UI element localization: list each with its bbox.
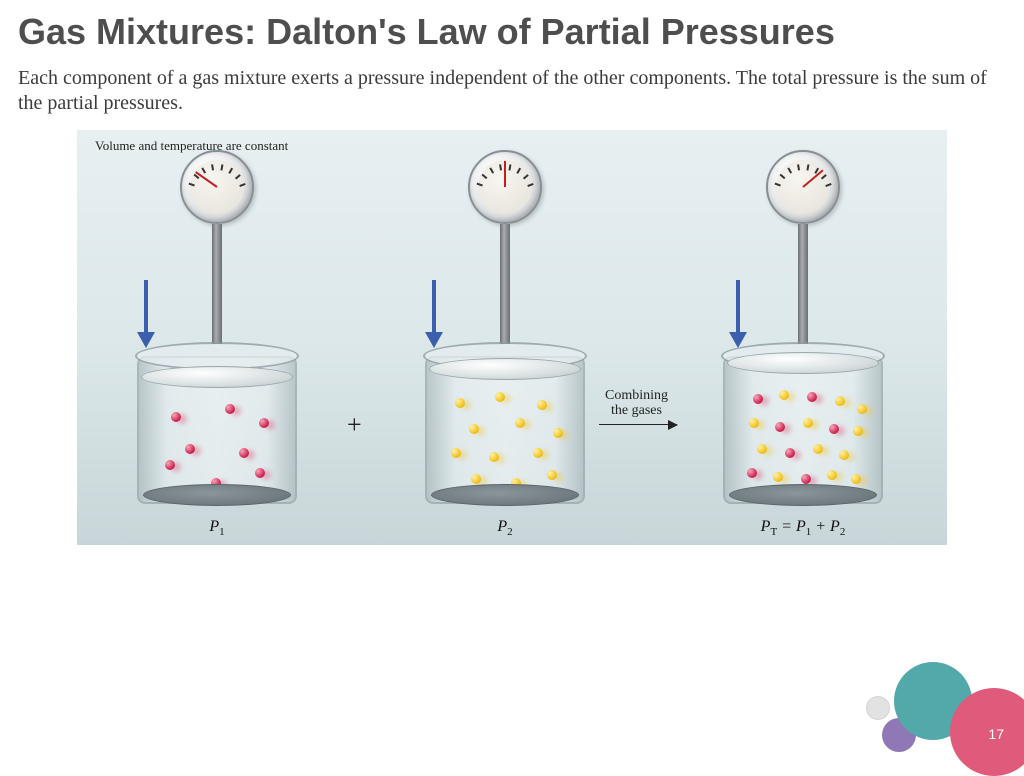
gas-particle-red [165,460,175,470]
piston [727,352,879,374]
gas-particle-yellow [533,448,543,458]
gas-particle-red [185,444,195,454]
piston-rod [798,224,808,344]
pressure-arrow-icon [137,280,155,350]
gas-cylinder [425,348,585,508]
gas-particle-yellow [515,418,525,428]
gas-particle-yellow [495,392,505,402]
combining-arrow-icon [599,424,677,426]
pressure-gauge-icon [766,150,840,224]
gas-particle-yellow [455,398,465,408]
gas-particle-red [225,404,235,414]
gas-particle-yellow [757,444,767,454]
gas-particle-red [775,422,785,432]
gas-particle-yellow [779,390,789,400]
gas-particle-yellow [547,470,557,480]
gas-particle-yellow [773,472,783,482]
gas-particle-yellow [851,474,861,484]
gas-cylinder [137,348,297,508]
gas-particle-red [829,424,839,434]
combining-label-l1: Combining [605,388,668,403]
gas-particle-red [255,468,265,478]
diagram-panel-p1: P1 [107,130,327,545]
gas-particle-yellow [451,448,461,458]
gas-particle-yellow [553,428,563,438]
decorative-circle-pink [950,688,1024,776]
pressure-arrow-icon [425,280,443,350]
diagram-panel-p2: P2 [395,130,615,545]
plus-symbol: + [347,410,362,440]
gas-particle-yellow [835,396,845,406]
gas-particle-red [171,412,181,422]
gas-particle-yellow [857,404,867,414]
gas-particle-yellow [471,474,481,484]
gas-particle-red [807,392,817,402]
piston [429,358,581,380]
pressure-arrow-icon [729,280,747,350]
panel-label-p1: P1 [209,518,224,538]
gas-particle-yellow [749,418,759,428]
pressure-gauge-icon [180,150,254,224]
gas-particle-red [801,474,811,484]
slide-subtitle: Each component of a gas mixture exerts a… [0,60,1024,130]
combining-label: Combining the gases [605,388,668,419]
gas-particle-yellow [489,452,499,462]
panel-label-p2: P2 [497,518,512,538]
slide-title: Gas Mixtures: Dalton's Law of Partial Pr… [0,0,1024,60]
piston-rod [500,224,510,344]
piston-rod [212,224,222,344]
gas-particle-red [747,468,757,478]
gas-cylinder [723,348,883,508]
gas-particle-yellow [537,400,547,410]
panel-label-pt: PT = P1 + P2 [761,518,846,538]
decorative-circle-grey [866,696,890,720]
gas-particle-yellow [469,424,479,434]
gas-particle-red [785,448,795,458]
diagram-panel-pt: PT = P1 + P2 [693,130,913,545]
gas-particle-yellow [827,470,837,480]
gas-particle-yellow [853,426,863,436]
gas-particle-yellow [839,450,849,460]
gas-particle-yellow [803,418,813,428]
gas-particle-red [239,448,249,458]
combining-label-l2: the gases [611,403,662,418]
gas-particle-yellow [813,444,823,454]
pressure-gauge-icon [468,150,542,224]
piston [141,366,293,388]
diagram-figure: Volume and temperature are constant P1P2… [77,130,947,545]
page-number: 17 [988,726,1004,742]
gas-particle-red [753,394,763,404]
gas-particle-red [259,418,269,428]
